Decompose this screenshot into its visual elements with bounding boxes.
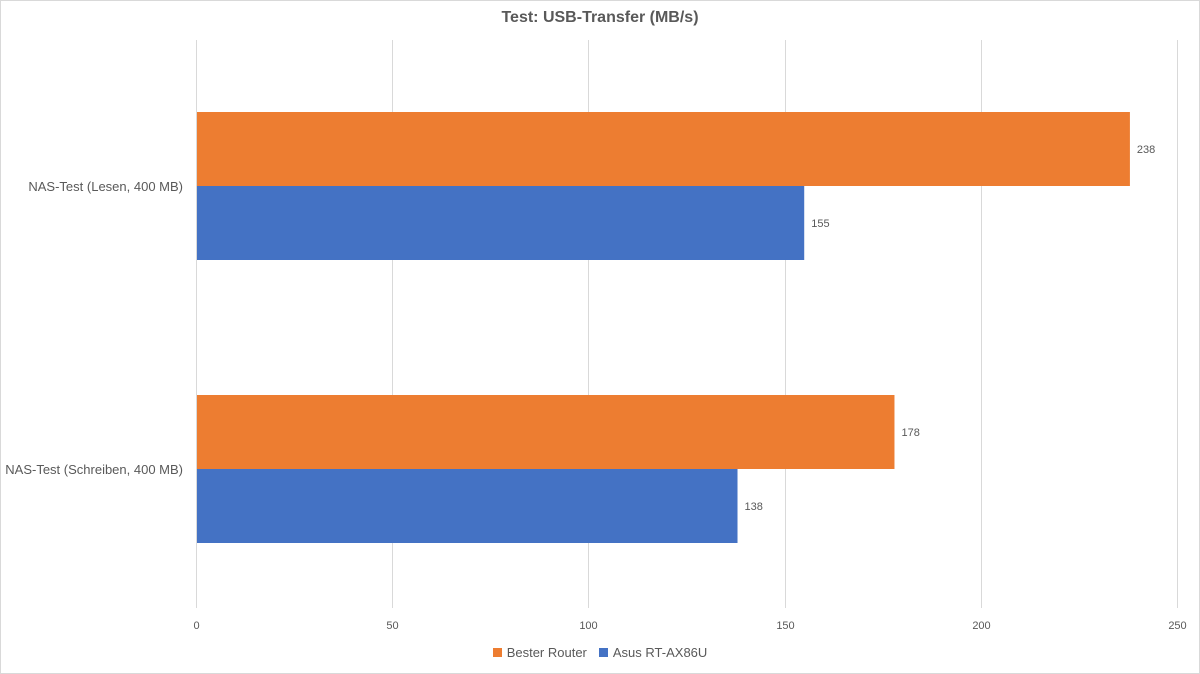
x-tick-label-100: 100 — [579, 620, 597, 632]
data-label-bester-router-cat-0: 238 — [1137, 144, 1155, 156]
x-tick-label-250: 250 — [1168, 620, 1186, 632]
bar-asus-rt-ax86u-cat-1 — [196, 469, 738, 543]
bar-bester-router-cat-1 — [196, 395, 895, 469]
bar-asus-rt-ax86u-cat-0 — [196, 186, 805, 260]
legend-label-asus-rt-ax86u: Asus RT-AX86U — [612, 645, 708, 660]
y-category-label-0: NAS-Test (Lesen, 400 MB) — [28, 179, 183, 194]
legend-entry-asus-rt-ax86u: Asus RT-AX86U — [598, 645, 708, 660]
x-tick-label-200: 200 — [972, 620, 990, 632]
data-label-bester-router-cat-1: 178 — [901, 427, 919, 439]
chart-legend: Bester Router Asus RT-AX86U — [0, 645, 1200, 660]
x-tick-label-50: 50 — [386, 620, 398, 632]
legend-entry-bester-router: Bester Router — [492, 645, 587, 660]
x-tick-label-150: 150 — [776, 620, 794, 632]
data-label-asus-rt-ax86u-cat-1: 138 — [745, 501, 763, 513]
legend-swatch-asus-rt-ax86u — [598, 648, 608, 657]
bar-bester-router-cat-0 — [196, 112, 1130, 186]
legend-label-bester-router: Bester Router — [506, 645, 587, 660]
y-category-label-1: NAS-Test (Schreiben, 400 MB) — [5, 462, 183, 477]
data-label-asus-rt-ax86u-cat-0: 155 — [811, 218, 829, 230]
chart-title: Test: USB-Transfer (MB/s) — [501, 9, 699, 26]
legend-swatch-bester-router — [492, 648, 502, 657]
x-tick-label-0: 0 — [193, 620, 199, 632]
